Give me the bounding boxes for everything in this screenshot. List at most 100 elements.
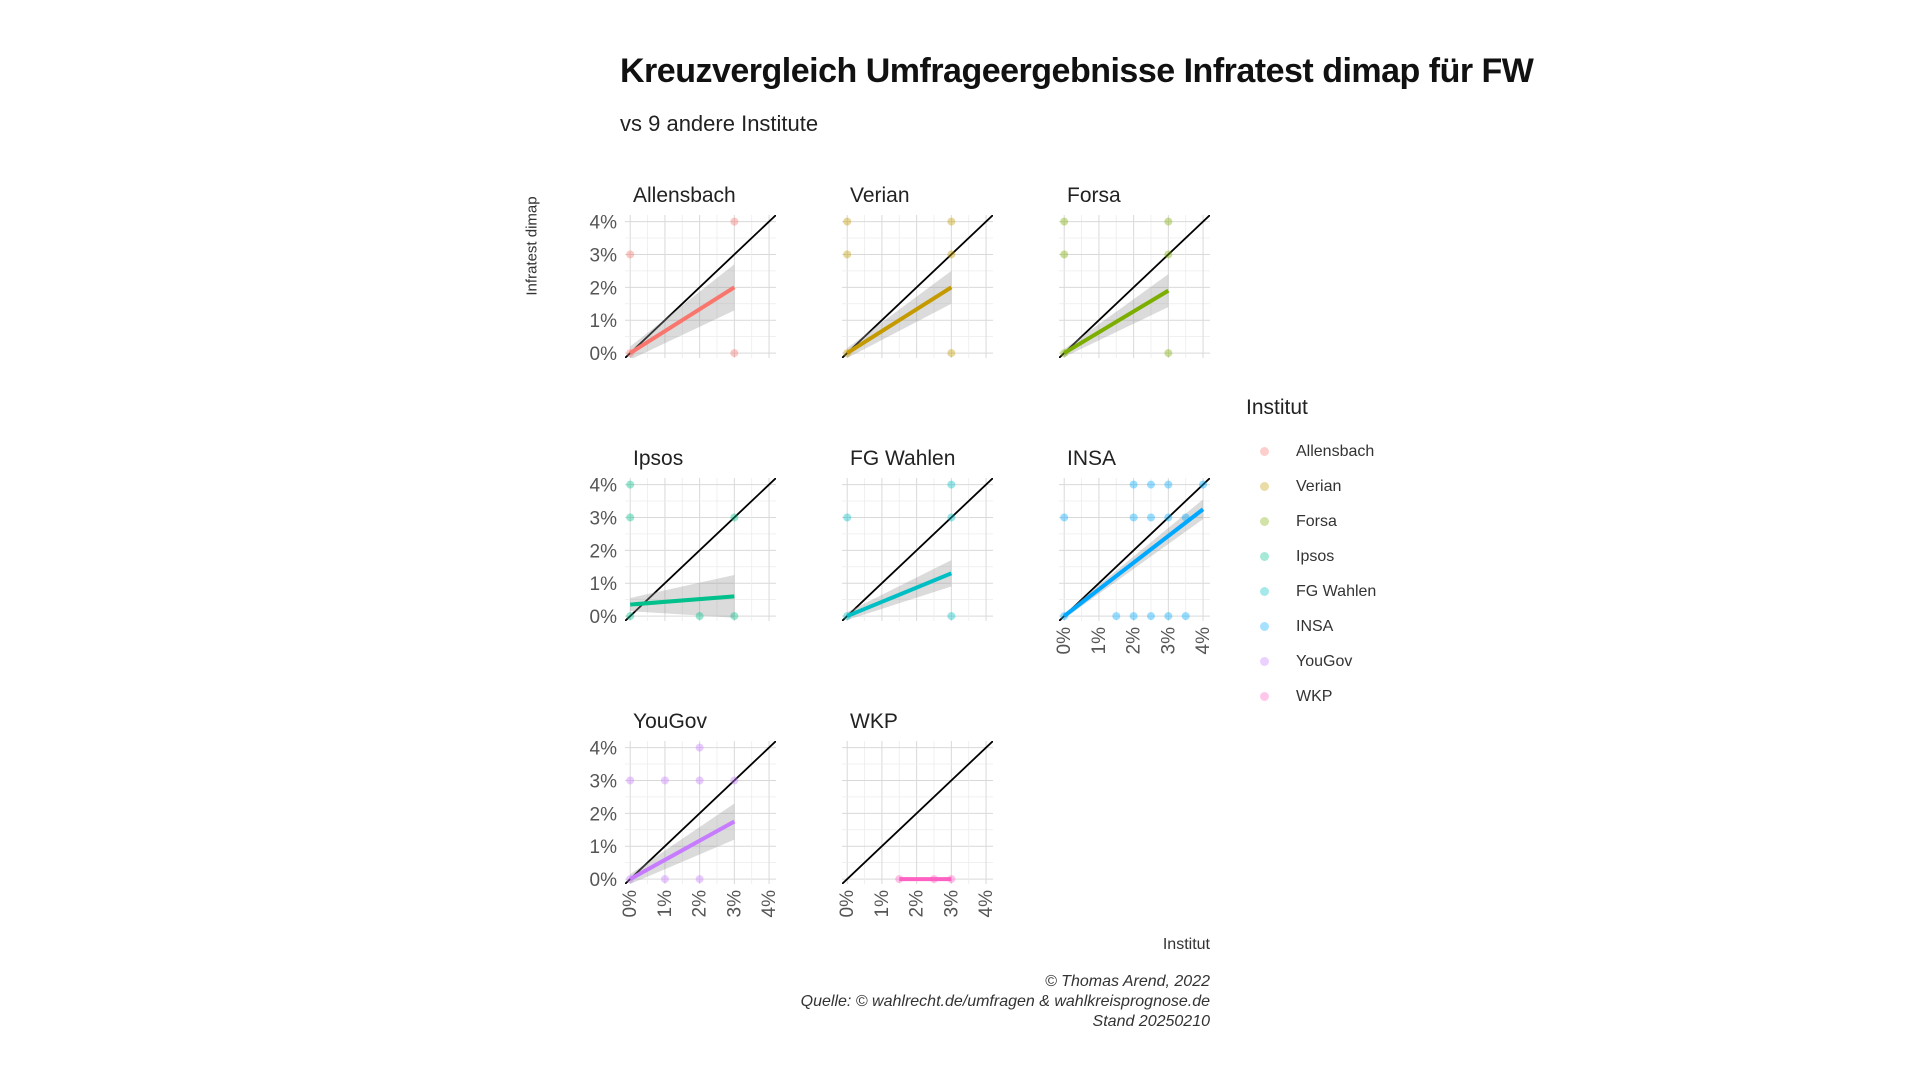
x-tick-label: 1% xyxy=(655,890,676,918)
legend-label: WKP xyxy=(1296,687,1333,705)
panel-content xyxy=(625,741,776,884)
data-point xyxy=(947,513,956,522)
legend-label: Forsa xyxy=(1296,512,1337,530)
legend-items: Allensbach Verian Forsa Ipsos FG Wahlen INSA Y… xyxy=(1246,434,1446,714)
facet-panel: INSA 0% 1% 2% 3% 4% xyxy=(1054,447,1214,655)
legend-label: FG Wahlen xyxy=(1296,582,1377,600)
data-point xyxy=(695,776,704,785)
caption-source: Quelle: © wahlrecht.de/umfragen & wahlkr… xyxy=(800,993,1210,1010)
legend-item: Verian xyxy=(1246,469,1446,504)
identity-line xyxy=(625,478,776,621)
x-tick-label: 3% xyxy=(941,890,962,918)
data-point xyxy=(1164,480,1173,489)
legend-label: Ipsos xyxy=(1296,547,1335,565)
confidence-band xyxy=(630,574,735,618)
data-point xyxy=(1129,513,1138,522)
legend-key xyxy=(1260,482,1269,491)
data-point xyxy=(843,513,852,522)
y-tick-label: 3% xyxy=(590,245,618,266)
data-point xyxy=(1060,250,1069,259)
caption-author: © Thomas Arend, 2022 xyxy=(1044,973,1210,990)
facet-title: FG Wahlen xyxy=(850,447,955,470)
x-tick-label: 0% xyxy=(1054,627,1075,655)
x-tick-label: 2% xyxy=(907,890,928,918)
y-tick-label: 4% xyxy=(590,213,618,234)
legend-label: Allensbach xyxy=(1296,442,1375,460)
legend-title: Institut xyxy=(1246,396,1308,419)
data-point xyxy=(1146,612,1155,621)
legend-key xyxy=(1260,657,1269,666)
legend: Institut Allensbach Verian Forsa Ipsos FG Wa… xyxy=(1246,396,1446,714)
x-tick-label: 4% xyxy=(1193,627,1214,655)
data-point xyxy=(947,612,956,621)
data-point xyxy=(730,349,739,358)
panel-content xyxy=(1059,478,1210,621)
facet-panel: Ipsos 0% 1% 2% 3% 4% xyxy=(590,447,776,628)
data-point xyxy=(1164,513,1173,522)
x-axis-label: Institut xyxy=(1162,936,1210,953)
data-point xyxy=(843,217,852,226)
data-point xyxy=(695,875,704,884)
data-point xyxy=(947,250,956,259)
y-tick-label: 3% xyxy=(590,771,618,792)
legend-item: WKP xyxy=(1246,679,1446,714)
data-point xyxy=(947,349,956,358)
data-point xyxy=(1129,480,1138,489)
facet-title: WKP xyxy=(850,710,898,733)
panel-content xyxy=(625,215,776,358)
facet-title: Forsa xyxy=(1067,184,1121,207)
legend-item: YouGov xyxy=(1246,644,1446,679)
data-point xyxy=(695,743,704,752)
data-point xyxy=(1164,349,1173,358)
data-point xyxy=(1129,612,1138,621)
x-tick-label: 1% xyxy=(1089,627,1110,655)
legend-label: Verian xyxy=(1296,477,1342,495)
data-point xyxy=(1164,217,1173,226)
data-point xyxy=(730,776,739,785)
data-point xyxy=(626,513,635,522)
facet-title: Allensbach xyxy=(633,184,736,207)
trend-line xyxy=(846,571,953,618)
y-tick-label: 2% xyxy=(590,278,618,299)
data-point xyxy=(1146,513,1155,522)
legend-item: Allensbach xyxy=(1246,434,1446,469)
trend-line xyxy=(629,819,736,881)
caption: © Thomas Arend, 2022 Quelle: © wahlrecht… xyxy=(700,972,1210,1032)
y-axis-label: Infratest dimap xyxy=(523,196,541,296)
y-tick-label: 2% xyxy=(590,804,618,825)
caption-date: Stand 20250210 xyxy=(1092,1013,1210,1030)
data-point xyxy=(730,513,739,522)
x-tick-label: 4% xyxy=(759,890,780,918)
data-point xyxy=(1199,480,1208,489)
legend-label: YouGov xyxy=(1296,652,1353,670)
x-tick-label: 1% xyxy=(872,890,893,918)
x-tick-label: 0% xyxy=(620,890,641,918)
data-point xyxy=(660,875,669,884)
legend-item: FG Wahlen xyxy=(1246,574,1446,609)
data-point xyxy=(1164,250,1173,259)
data-point xyxy=(1060,513,1069,522)
legend-key xyxy=(1260,447,1269,456)
panel-content xyxy=(842,215,993,358)
y-tick-label: 1% xyxy=(590,311,618,332)
panel-content xyxy=(842,741,993,884)
x-tick-label: 2% xyxy=(690,890,711,918)
x-tick-label: 3% xyxy=(724,890,745,918)
legend-label: INSA xyxy=(1296,617,1334,635)
data-point xyxy=(730,612,739,621)
panel-content xyxy=(625,478,776,621)
trend-line xyxy=(1062,507,1205,618)
facet-panel: Verian xyxy=(842,184,993,358)
y-tick-label: 4% xyxy=(590,476,618,497)
chart-title: Kreuzvergleich Umfrageergebnisse Infrate… xyxy=(620,52,1534,90)
y-tick-label: 0% xyxy=(590,870,618,891)
y-tick-label: 2% xyxy=(590,541,618,562)
y-tick-label: 3% xyxy=(590,508,618,529)
y-tick-label: 4% xyxy=(590,739,618,760)
x-tick-label: 0% xyxy=(837,890,858,918)
legend-item: Ipsos xyxy=(1246,539,1446,574)
legend-key xyxy=(1260,552,1269,561)
x-tick-label: 2% xyxy=(1124,627,1145,655)
data-point xyxy=(695,612,704,621)
